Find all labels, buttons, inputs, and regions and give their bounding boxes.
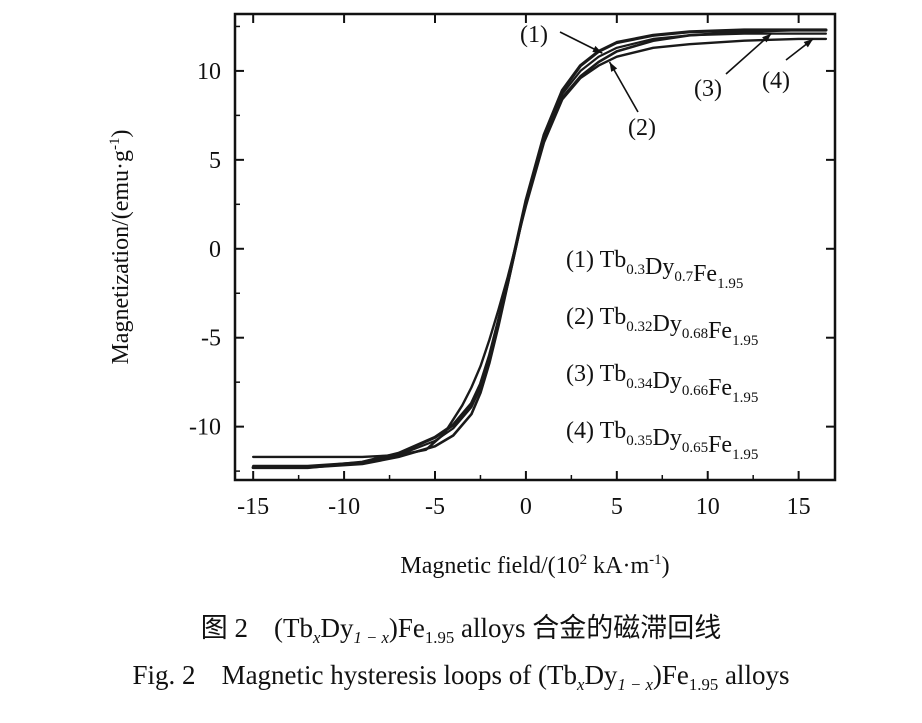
x-axis-title-part: kA·m: [587, 553, 649, 579]
caption-cn-tail: alloys 合金的磁滞回线: [454, 613, 722, 643]
series-line-4: [251, 37, 828, 459]
legend-element: Tb: [600, 418, 627, 444]
curve-arrowhead-2: [609, 62, 618, 72]
x-tick-label: 0: [520, 494, 532, 520]
curve-label-3: (3): [694, 76, 722, 102]
legend-subscript: 0.32: [626, 319, 652, 335]
caption-en-fig: Fig. 2: [132, 660, 196, 690]
curve-arrowhead-3: [762, 33, 772, 43]
legend-subscript: 0.35: [626, 433, 652, 449]
x-axis-title: Magnetic field/(102 kA·m-1): [400, 552, 669, 579]
legend-element: Fe: [708, 432, 732, 458]
x-tick-label: 5: [611, 494, 623, 520]
legend-subscript: 1.95: [732, 447, 758, 463]
y-tick-label: -10: [189, 415, 221, 441]
x-tick-label: -10: [328, 494, 360, 520]
curve-label-2: (2): [628, 115, 656, 141]
caption-cn-fe: )Fe: [388, 613, 425, 643]
x-axis-title-part: ): [662, 553, 670, 579]
caption-en-sub-1mx: 1 − x: [617, 674, 653, 694]
caption-en-pre: Magnetic hysteresis loops of (Tb: [221, 660, 577, 690]
legend-element: Dy: [645, 254, 674, 280]
legend-element: Fe: [708, 375, 732, 401]
legend-subscript: 1.95: [732, 390, 758, 406]
x-axis-title-part: Magnetic field/(10: [400, 553, 579, 579]
legend-entry-2: (2) Tb0.32Dy0.68Fe1.95: [566, 304, 758, 349]
legend-entry-1: (1) Tb0.3Dy0.7Fe1.95: [566, 247, 743, 292]
y-axis-title-part: -1: [107, 137, 123, 150]
caption-en-sub-x: x: [577, 674, 585, 694]
legend-element: Tb: [600, 361, 627, 387]
caption-cn-dy: Dy: [320, 613, 354, 643]
curve-leader-2: [608, 61, 639, 113]
y-axis-title-part: ): [108, 129, 134, 137]
caption-cn-sub-x: x: [313, 627, 321, 647]
hysteresis-chart: -15 -10 -5 0 5 10 15 10 5 0 -5 -10 (1) (2) (3) (4) (1) T…: [107, 12, 837, 579]
legend-element: Fe: [708, 318, 732, 344]
legend-subscript: 1.95: [732, 333, 758, 349]
legend-subscript: 0.68: [682, 326, 708, 342]
x-tick-label: -15: [237, 494, 269, 520]
y-axis-title: Magnetization/(emu·g-1): [107, 129, 134, 364]
y-tick-label: -5: [201, 326, 221, 352]
legend-entry-4: (4) Tb0.35Dy0.65Fe1.95: [566, 418, 758, 463]
legend-element: Dy: [652, 425, 681, 451]
curve-arrowhead-1: [592, 45, 603, 54]
legend-index: (1): [566, 247, 600, 273]
x-tick-label: -5: [425, 494, 445, 520]
legend-subscript: 0.7: [674, 269, 693, 285]
legend-index: (3): [566, 361, 600, 387]
legend-subscript: 0.65: [682, 440, 708, 456]
x-tick-label: 10: [696, 494, 720, 520]
caption-en-tail: alloys: [718, 660, 790, 690]
figure-caption-english: Fig. 2 Magnetic hysteresis loops of (TbxD…: [0, 660, 922, 695]
figure-caption-chinese: 图 2 (TbxDy1 − x)Fe1.95 alloys 合金的磁滞回线: [0, 606, 922, 648]
plot-frame: [233, 12, 837, 482]
x-tick-label: 15: [787, 494, 811, 520]
curve-arrowhead-4: [803, 38, 814, 48]
caption-cn-sub-fe: 1.95: [424, 627, 455, 647]
legend-index: (2): [566, 304, 600, 330]
caption-en-dy: Dy: [584, 660, 618, 690]
curve-label-1: (1): [520, 22, 548, 48]
legend-subscript: 0.34: [626, 376, 653, 392]
caption-cn-pre: (Tb: [274, 613, 314, 643]
x-axis-title-part: -1: [649, 552, 662, 568]
legend-element: Dy: [652, 368, 681, 394]
y-tick-label: 0: [209, 237, 221, 263]
legend-subscript: 0.3: [626, 262, 645, 278]
legend-element: Tb: [600, 304, 627, 330]
y-tick-label: 5: [209, 148, 221, 174]
caption-cn-fig: 图 2: [200, 613, 249, 643]
legend-subscript: 0.66: [682, 383, 709, 399]
legend-entry-3: (3) Tb0.34Dy0.66Fe1.95: [566, 361, 758, 406]
legend-subscript: 1.95: [717, 276, 743, 292]
y-axis-title-part: Magnetization/(emu·g: [108, 150, 134, 365]
x-axis-title-part: 2: [580, 552, 588, 568]
legend-element: Dy: [652, 311, 681, 337]
legend-element: Fe: [693, 261, 717, 287]
curve-label-4: (4): [762, 68, 790, 94]
caption-en-sub-fe: 1.95: [688, 674, 719, 694]
legend-element: Tb: [600, 247, 627, 273]
curve-leader-3: [725, 32, 772, 75]
y-tick-label: 10: [197, 59, 221, 85]
legend-index: (4): [566, 418, 600, 444]
caption-en-fe: )Fe: [652, 660, 689, 690]
caption-cn-sub-1mx: 1 − x: [353, 627, 389, 647]
